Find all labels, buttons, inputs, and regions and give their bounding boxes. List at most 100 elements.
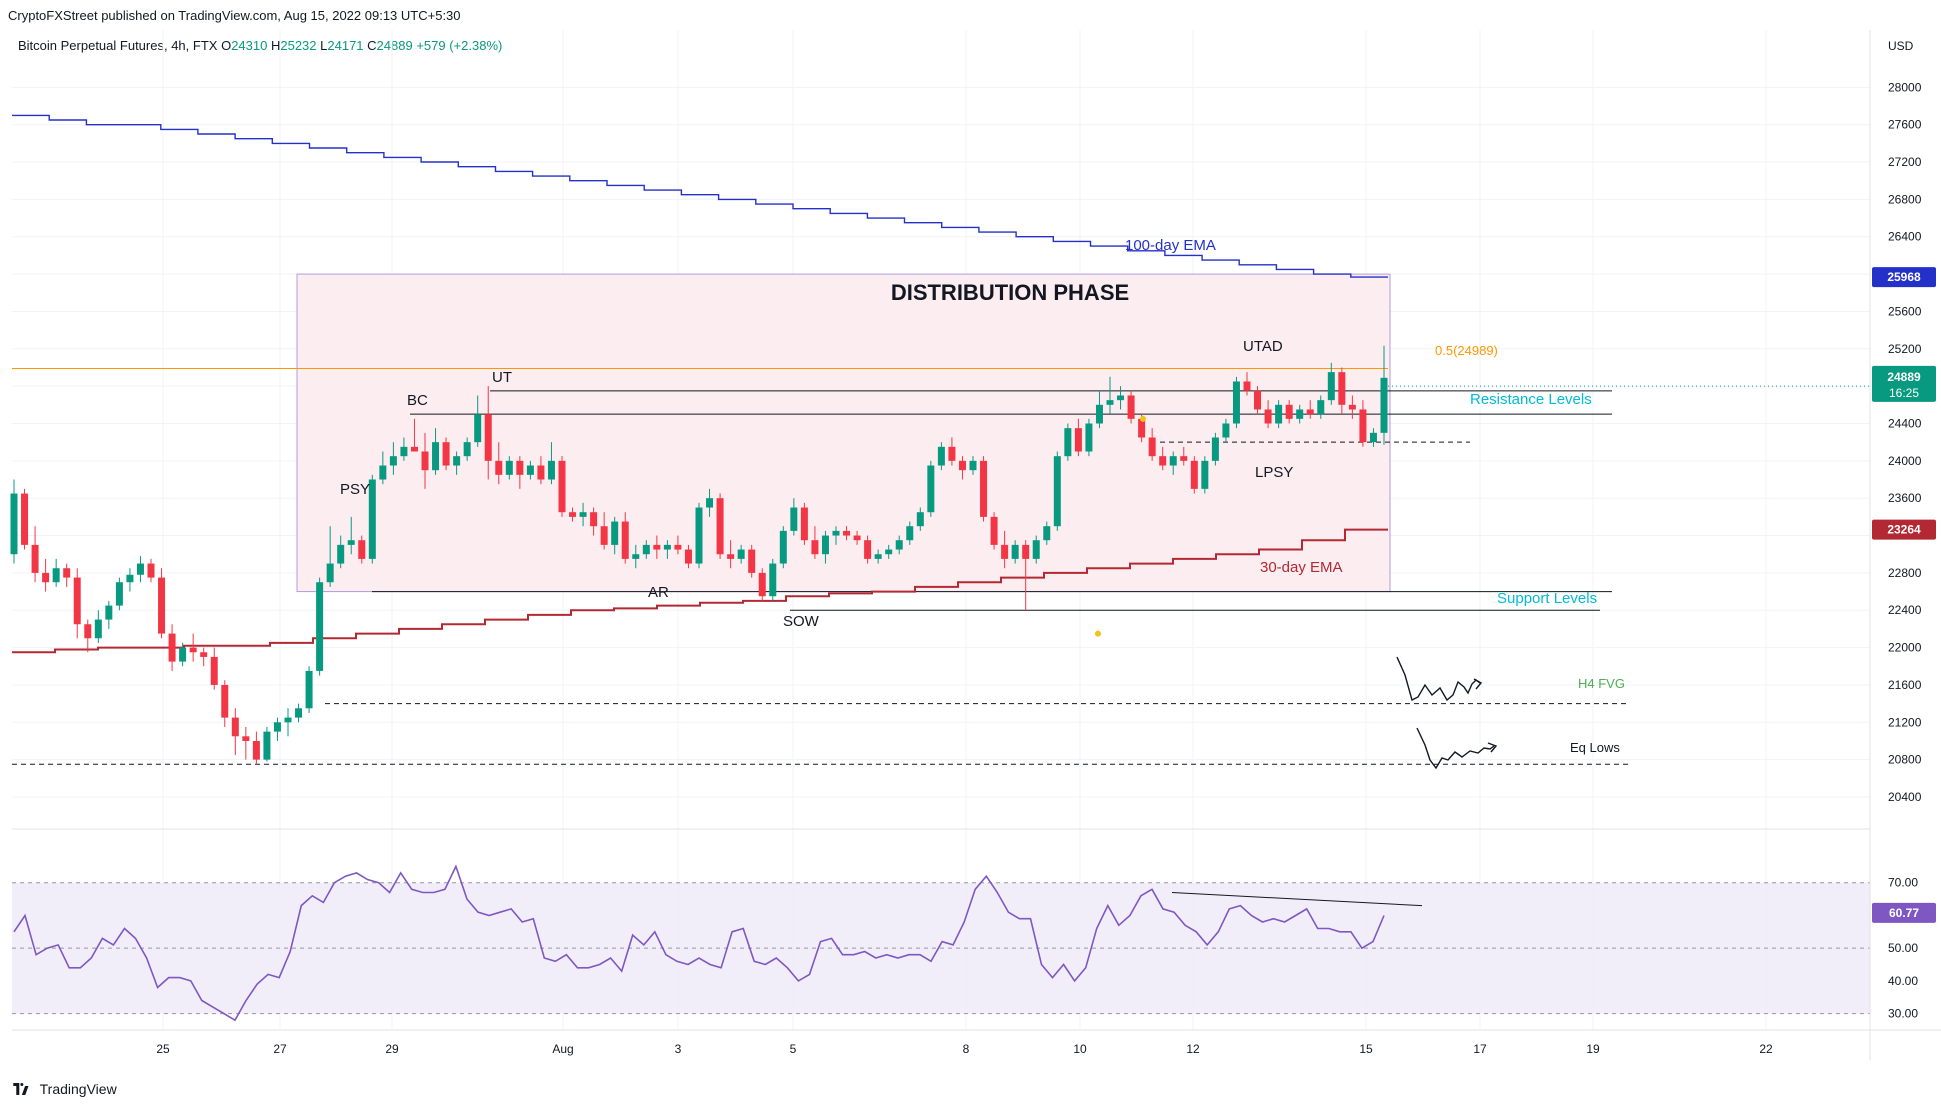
candle bbox=[147, 558, 155, 583]
tradingview-brand[interactable]: TradingView bbox=[12, 1081, 117, 1097]
candle-body bbox=[316, 582, 324, 671]
candle-body bbox=[284, 717, 292, 723]
candle-body bbox=[347, 540, 355, 545]
eq-lows-label: Eq Lows bbox=[1570, 740, 1620, 755]
candle bbox=[273, 717, 281, 741]
candle bbox=[569, 507, 577, 522]
candle-body bbox=[305, 670, 313, 709]
ema100-price-badge: 25968 bbox=[1887, 270, 1921, 284]
time-tick-label: 10 bbox=[1073, 1042, 1087, 1056]
candle bbox=[73, 568, 81, 639]
candle-body bbox=[727, 554, 735, 559]
candle-body bbox=[1338, 372, 1346, 405]
candle bbox=[684, 544, 692, 569]
candle-body bbox=[1106, 400, 1114, 405]
candle-body bbox=[495, 460, 503, 475]
candle bbox=[158, 568, 166, 639]
time-tick-label: Aug bbox=[552, 1042, 573, 1056]
ema-30-line bbox=[12, 528, 1388, 654]
ema-100-label: 100-day EMA bbox=[1125, 237, 1216, 254]
candle-body bbox=[210, 656, 218, 685]
candle bbox=[453, 451, 461, 475]
candle-body bbox=[1043, 526, 1051, 541]
rsi-value-badge-bg bbox=[1872, 902, 1936, 923]
candle bbox=[642, 540, 650, 559]
candle bbox=[463, 437, 471, 461]
low-label: L bbox=[320, 38, 328, 53]
candle-body bbox=[1180, 456, 1188, 461]
candle bbox=[442, 437, 450, 471]
candle bbox=[63, 563, 71, 587]
psy-label: PSY bbox=[340, 481, 370, 498]
candle bbox=[400, 437, 408, 461]
symbol-name[interactable]: Bitcoin Perpetual Futures, 4h, FTX bbox=[18, 38, 218, 53]
candle bbox=[1306, 400, 1314, 419]
price-tick-label: 25200 bbox=[1888, 342, 1922, 356]
candle-body bbox=[653, 544, 661, 550]
candle-body bbox=[1296, 409, 1304, 419]
h4-fvg-label: H4 FVG bbox=[1578, 676, 1625, 691]
distribution-phase-title: DISTRIBUTION PHASE bbox=[891, 280, 1129, 305]
candle bbox=[505, 456, 513, 480]
candle-body bbox=[663, 544, 671, 550]
candle bbox=[316, 577, 324, 676]
candle-body bbox=[52, 568, 60, 583]
time-axis[interactable]: 25 27 29 Aug 3 5 8 10 12 15 17 19 22 bbox=[12, 1029, 1941, 1056]
candle-body bbox=[758, 572, 766, 597]
candle-body bbox=[832, 530, 840, 536]
candle-body bbox=[453, 456, 461, 466]
candle bbox=[1022, 540, 1030, 611]
candle bbox=[737, 544, 745, 564]
candle bbox=[1011, 540, 1019, 564]
price-tick-label: 25600 bbox=[1888, 304, 1922, 318]
candle-body bbox=[864, 540, 872, 559]
candle-body bbox=[811, 540, 819, 555]
candle bbox=[484, 386, 492, 480]
candle bbox=[295, 703, 303, 723]
candle-body bbox=[94, 619, 102, 639]
time-tick-label: 12 bbox=[1186, 1042, 1200, 1056]
candle bbox=[653, 535, 661, 559]
current-price-badge: 24889 bbox=[1887, 370, 1921, 384]
candle-body bbox=[200, 652, 208, 657]
candle bbox=[590, 507, 598, 536]
low-value: 24171 bbox=[327, 38, 364, 53]
rsi-tick-label: 40.00 bbox=[1888, 974, 1918, 988]
candle-body bbox=[1275, 404, 1283, 424]
candle-body bbox=[843, 530, 851, 536]
symbol-info-bar[interactable]: Bitcoin Perpetual Futures, 4h, FTX O2431… bbox=[18, 38, 502, 53]
projection-arrowhead bbox=[1473, 678, 1483, 690]
candle bbox=[252, 731, 260, 765]
candle bbox=[1095, 390, 1103, 429]
price-tick-label: 22400 bbox=[1888, 603, 1922, 617]
candle bbox=[1338, 367, 1346, 415]
price-axis[interactable]: USD2800027600272002680026400260002560025… bbox=[1869, 30, 1936, 1060]
time-tick-label: 15 bbox=[1359, 1042, 1373, 1056]
candle-body bbox=[706, 498, 714, 508]
candle-body bbox=[231, 717, 239, 737]
candle-body bbox=[558, 460, 566, 513]
price-tick-label: 24000 bbox=[1888, 454, 1922, 468]
candle bbox=[221, 680, 229, 727]
candle-body bbox=[611, 521, 619, 545]
candle bbox=[716, 493, 724, 559]
candle-body bbox=[906, 526, 914, 541]
candle bbox=[42, 558, 50, 592]
candle bbox=[84, 619, 92, 653]
candle-body bbox=[432, 442, 440, 471]
candle-body bbox=[1011, 544, 1019, 559]
candle bbox=[1159, 446, 1167, 471]
candle-body bbox=[1306, 409, 1314, 415]
candle bbox=[1001, 530, 1009, 569]
candle bbox=[1348, 395, 1356, 419]
candle bbox=[1064, 423, 1072, 461]
candle bbox=[516, 456, 524, 489]
candle bbox=[790, 498, 798, 536]
lpsy-label: LPSY bbox=[1255, 464, 1293, 481]
candle bbox=[1359, 400, 1367, 447]
candle-body bbox=[358, 540, 366, 559]
time-tick-label: 22 bbox=[1759, 1042, 1773, 1056]
candle bbox=[94, 610, 102, 643]
candle bbox=[358, 535, 366, 564]
